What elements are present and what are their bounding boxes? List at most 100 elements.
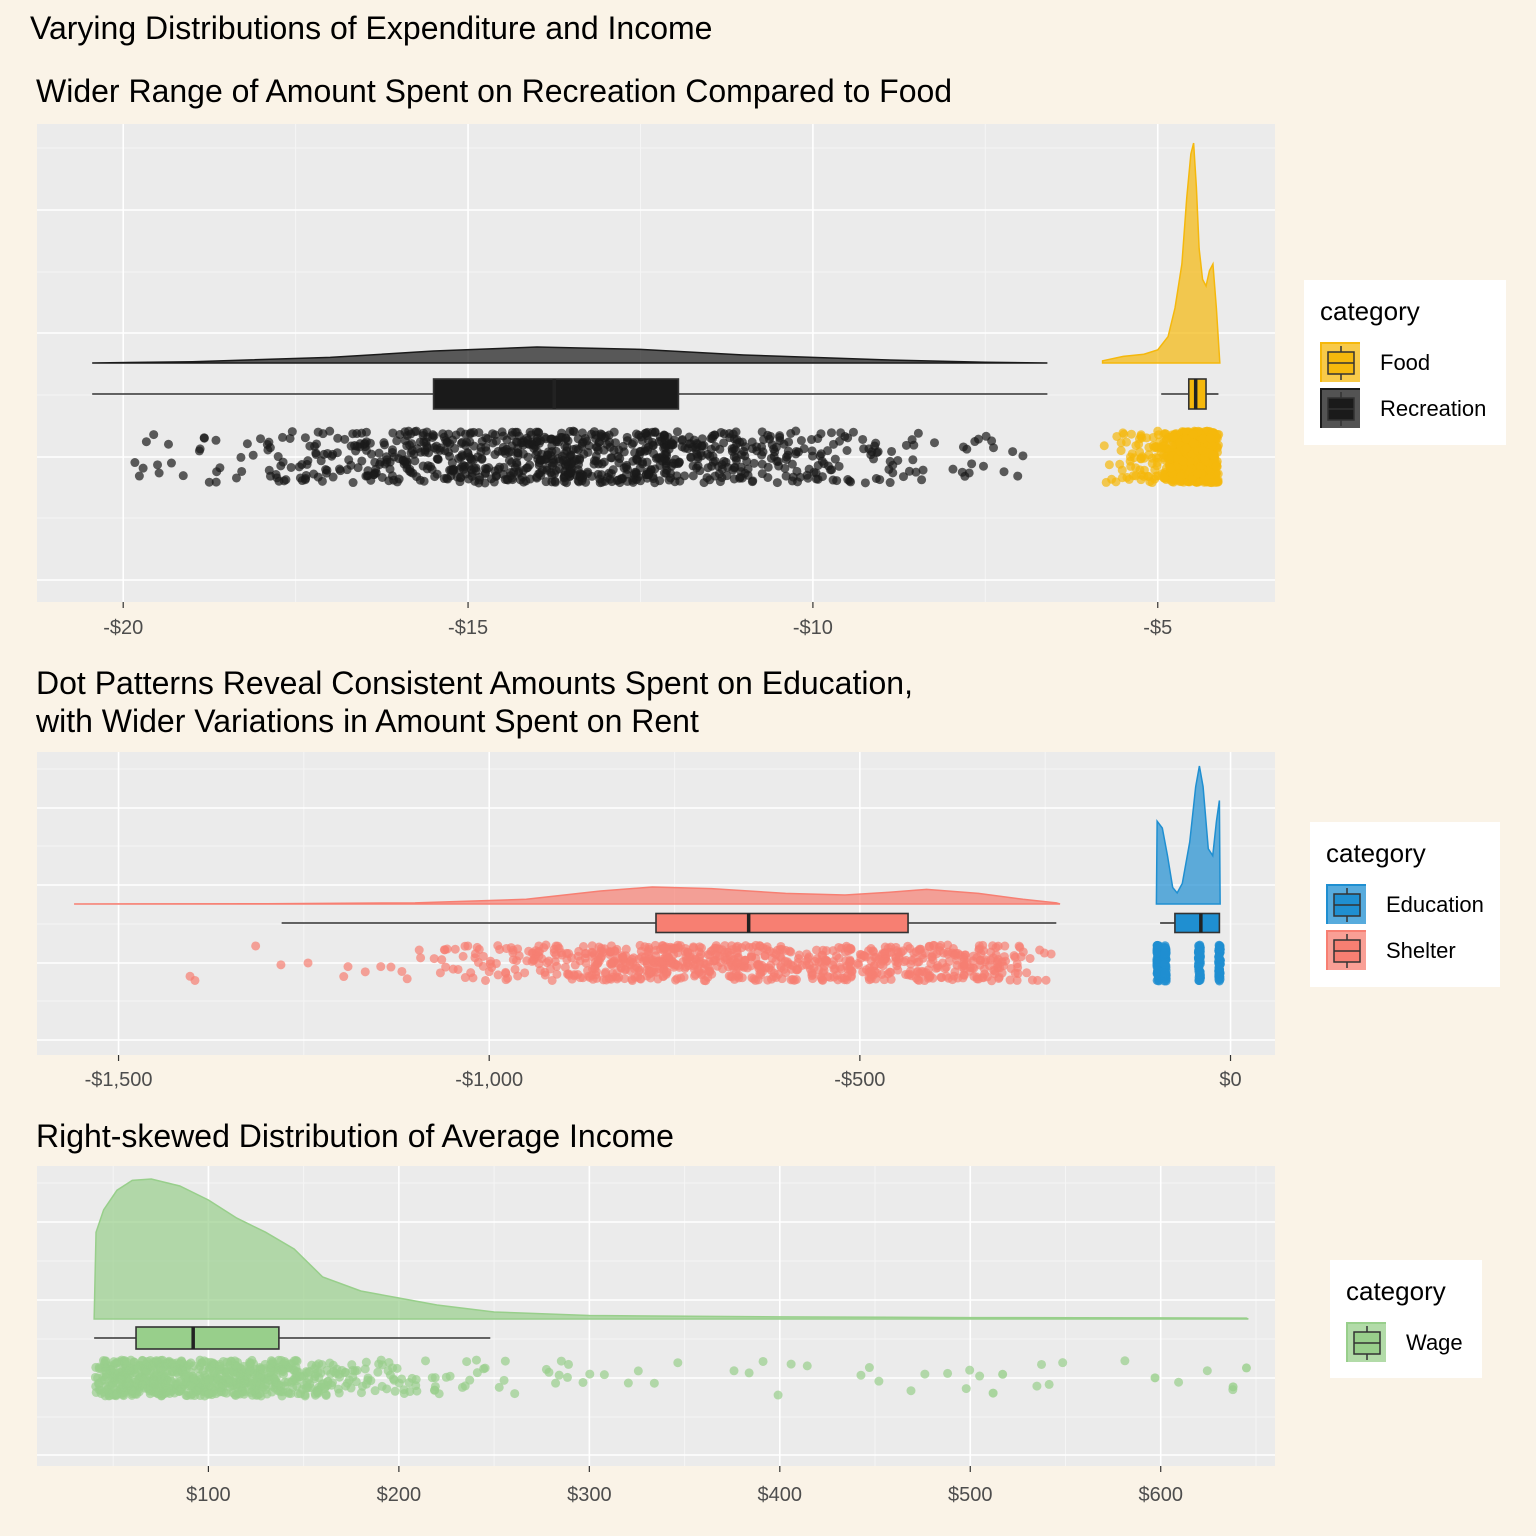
data-point: [278, 1367, 288, 1377]
data-point: [363, 1373, 373, 1383]
data-point: [312, 1387, 322, 1397]
data-point: [280, 1358, 290, 1368]
data-point: [989, 443, 999, 453]
data-point: [143, 1384, 153, 1394]
legend-label: Wage: [1406, 1330, 1463, 1355]
data-point: [578, 1377, 588, 1387]
data-point: [203, 1389, 213, 1399]
data-point: [1120, 1356, 1130, 1366]
data-point: [1185, 457, 1195, 467]
data-point: [961, 1384, 971, 1394]
data-point: [200, 1376, 210, 1386]
data-point: [1178, 456, 1188, 466]
data-point: [499, 1375, 509, 1385]
legend-label: Food: [1380, 350, 1431, 375]
data-point: [356, 1388, 366, 1398]
outlier-point: [1228, 1382, 1238, 1392]
data-point: [445, 1371, 455, 1381]
data-point: [871, 438, 881, 448]
data-point: [222, 1357, 232, 1367]
x-tick-label: $300: [567, 1484, 612, 1506]
data-point: [394, 1378, 404, 1388]
density-cloud-recreation: [92, 346, 1048, 364]
box-wage: [135, 1326, 280, 1350]
data-point: [965, 1365, 975, 1375]
chart-1-recreation-vs-food: -$20 -$15 -$10 -$5: [37, 124, 1275, 639]
data-point: [1136, 453, 1146, 463]
data-point: [1131, 441, 1141, 451]
data-point: [554, 1370, 564, 1380]
data-point: [108, 1388, 118, 1398]
data-point: [480, 1363, 490, 1373]
outlier-point: [998, 1369, 1008, 1379]
legend-key-wage: [1346, 1322, 1386, 1362]
data-point: [1167, 477, 1177, 487]
data-point: [1150, 465, 1160, 475]
legend-item-recreation: Recreation: [1320, 388, 1520, 428]
legend-title: category: [1320, 296, 1420, 326]
legend-chart-3: category Wage: [1330, 1260, 1482, 1378]
data-point: [920, 1369, 930, 1379]
data-point: [377, 1360, 387, 1370]
data-point: [1125, 456, 1135, 466]
legend-chart-2: category Education Shelter: [1310, 822, 1500, 987]
data-point: [1044, 1379, 1054, 1389]
data-point: [283, 1377, 293, 1387]
data-point: [412, 1386, 422, 1396]
legend-title: category: [1326, 838, 1426, 868]
data-point: [551, 1378, 561, 1388]
data-point: [599, 1370, 609, 1380]
data-point: [1101, 477, 1111, 487]
data-point: [291, 1362, 301, 1372]
x-tick-label: -$10: [793, 617, 833, 639]
data-point: [673, 1358, 683, 1368]
data-point: [1126, 429, 1136, 439]
legend-label: Shelter: [1386, 938, 1456, 963]
data-point: [138, 1356, 148, 1366]
data-point: [901, 440, 911, 450]
rain-points-recreation: [130, 426, 1028, 488]
data-point: [1144, 442, 1154, 452]
data-point: [1143, 471, 1153, 481]
data-point: [1104, 460, 1114, 470]
outlier-point: [988, 1388, 998, 1398]
data-point: [1037, 1359, 1047, 1369]
outlier-point: [1150, 1373, 1160, 1383]
data-point: [259, 1382, 269, 1392]
data-point: [1188, 438, 1198, 448]
data-point: [361, 1357, 371, 1367]
data-point: [286, 1389, 296, 1399]
data-point: [510, 1389, 520, 1399]
data-point: [1202, 1366, 1212, 1376]
data-point: [348, 1365, 358, 1375]
data-point: [786, 1359, 796, 1369]
data-point: [457, 1382, 467, 1392]
x-tick-label: $400: [758, 1484, 803, 1506]
data-point: [758, 1356, 768, 1366]
legend-label: Education: [1386, 892, 1484, 917]
data-point: [119, 1355, 129, 1365]
legend-item-education: Education: [1326, 884, 1526, 924]
data-point: [299, 1371, 309, 1381]
main-title: Varying Distributions of Expenditure and…: [30, 10, 713, 46]
chart-1-title: Wider Range of Amount Spent on Recreatio…: [36, 73, 953, 109]
legend-key-recreation: [1320, 388, 1360, 428]
data-point: [430, 1373, 440, 1383]
data-point: [382, 1384, 392, 1394]
data-point: [1193, 469, 1203, 479]
data-point: [633, 1366, 643, 1376]
data-point: [388, 1363, 398, 1373]
data-point: [116, 1375, 126, 1385]
data-point: [1135, 465, 1145, 475]
x-tick-label: $100: [186, 1484, 231, 1506]
legend-chart-1: category Food Recreation: [1304, 280, 1506, 445]
legend-key-food: [1320, 342, 1360, 382]
data-point: [541, 1364, 551, 1374]
data-point: [826, 428, 836, 438]
data-point: [1111, 477, 1121, 487]
data-point: [802, 1361, 812, 1371]
data-point: [239, 1389, 249, 1399]
data-point: [255, 1373, 265, 1383]
data-point: [999, 467, 1009, 477]
data-point: [199, 1356, 209, 1366]
